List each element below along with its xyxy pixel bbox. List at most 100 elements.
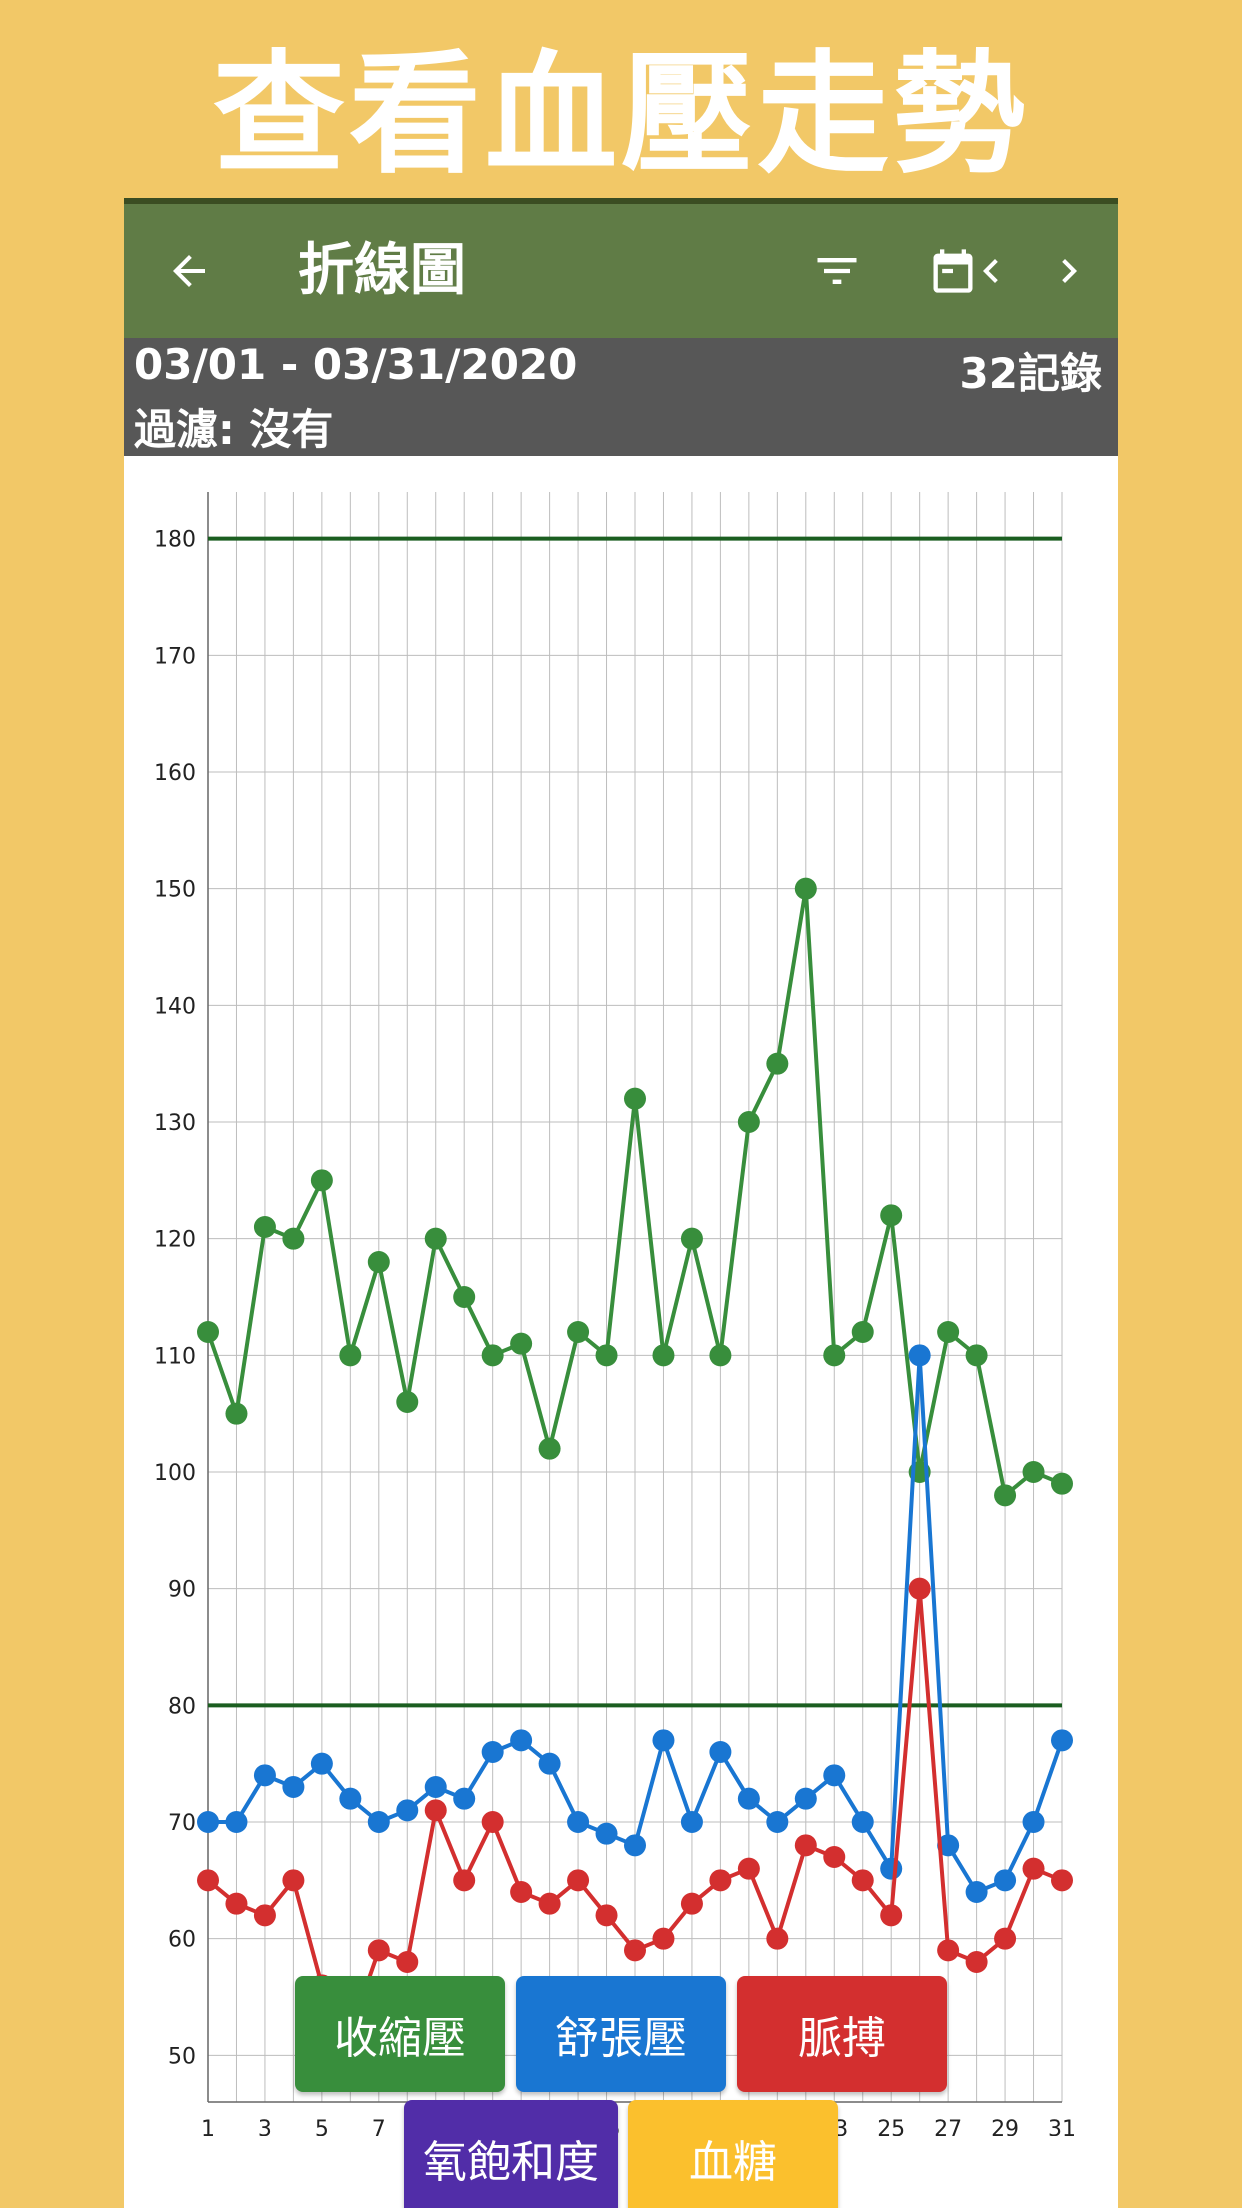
diastolic-point xyxy=(339,1787,362,1810)
systolic-point xyxy=(652,1344,675,1367)
pulse-point xyxy=(965,1951,988,1973)
diastolic-point xyxy=(794,1787,817,1810)
diastolic-point xyxy=(766,1811,789,1833)
systolic-point xyxy=(823,1344,846,1367)
pulse-point xyxy=(538,1892,561,1915)
systolic-point xyxy=(937,1321,960,1343)
diastolic-point xyxy=(994,1869,1017,1892)
diastolic-point xyxy=(737,1787,760,1810)
systolic-point xyxy=(851,1321,874,1343)
x-tick-label: 5 xyxy=(315,2117,329,2136)
systolic-point xyxy=(965,1344,988,1367)
x-tick-label: 3 xyxy=(258,2117,272,2136)
diastolic-point xyxy=(225,1811,248,1833)
filter-icon[interactable] xyxy=(792,204,882,338)
app-screen: 折線圖 03/01 - 03/31/2020 32記錄 過濾: 沒有 50 60 7… xyxy=(124,198,1118,2208)
diastolic-point xyxy=(310,1752,333,1775)
pulse-point xyxy=(794,1834,817,1857)
diastolic-point xyxy=(680,1811,703,1833)
systolic-point xyxy=(197,1321,219,1343)
diastolic-point xyxy=(851,1811,874,1833)
pulse-point xyxy=(851,1869,874,1892)
pulse-point xyxy=(680,1892,703,1915)
diastolic-point xyxy=(510,1729,533,1752)
systolic-point xyxy=(310,1169,333,1192)
line-chart: 50 60 70 80 90 100 110 120 130 140 150 160 170 180 1 3 5… xyxy=(124,456,1118,2142)
systolic-point xyxy=(624,1087,646,1110)
chevron-right-icon[interactable] xyxy=(1024,204,1114,338)
x-tick-label: 1 xyxy=(201,2117,215,2136)
diastolic-point xyxy=(1051,1729,1073,1752)
systolic-point xyxy=(253,1216,276,1238)
pulse-point xyxy=(197,1869,219,1892)
pulse-point xyxy=(624,1939,646,1962)
pulse-point xyxy=(937,1939,960,1962)
pulse-point xyxy=(994,1927,1017,1950)
pulse-point xyxy=(709,1869,732,1892)
filter-status: 過濾: 沒有 xyxy=(134,405,334,454)
calendar-icon[interactable] xyxy=(908,204,998,338)
pulse-legend-button[interactable]: 脈搏 xyxy=(737,1976,947,2092)
y-tick-label: 110 xyxy=(154,1344,196,1369)
systolic-point xyxy=(510,1332,533,1355)
y-tick-label: 50 xyxy=(168,2044,196,2069)
systolic-point xyxy=(339,1344,362,1367)
diastolic-point xyxy=(538,1752,561,1775)
summary-bar: 03/01 - 03/31/2020 32記錄 過濾: 沒有 xyxy=(124,338,1118,456)
systolic-legend-button[interactable]: 收縮壓 xyxy=(295,1976,505,2092)
diastolic-point xyxy=(481,1741,504,1763)
headline: 查看血壓走勢 xyxy=(213,38,1029,192)
diastolic-point xyxy=(965,1881,988,1903)
diastolic-point xyxy=(595,1822,618,1845)
diastolic-point xyxy=(937,1834,960,1857)
page-title: 折線圖 xyxy=(298,238,466,303)
diastolic-point xyxy=(367,1811,390,1833)
systolic-point xyxy=(225,1402,248,1425)
y-tick-label: 60 xyxy=(168,1928,196,1953)
pulse-point xyxy=(737,1857,760,1880)
y-tick-label: 160 xyxy=(154,761,196,786)
systolic-point xyxy=(367,1251,390,1273)
systolic-point xyxy=(424,1227,447,1250)
y-tick-label: 140 xyxy=(154,994,196,1019)
record-count: 32記錄 xyxy=(959,349,1102,398)
systolic-point xyxy=(282,1227,305,1250)
y-tick-label: 170 xyxy=(154,644,196,669)
x-tick-label: 7 xyxy=(372,2117,386,2136)
pulse-point xyxy=(595,1904,618,1927)
diastolic-point xyxy=(652,1729,675,1752)
systolic-series xyxy=(197,877,1073,1507)
diastolic-point xyxy=(880,1857,903,1880)
x-tick-label: 27 xyxy=(934,2117,962,2136)
date-range: 03/01 - 03/31/2020 xyxy=(134,340,578,389)
y-tick-label: 90 xyxy=(168,1578,196,1603)
y-tick-label: 180 xyxy=(154,528,196,553)
systolic-point xyxy=(1022,1461,1045,1483)
systolic-point xyxy=(709,1344,732,1367)
pulse-point xyxy=(880,1904,903,1927)
pulse-point xyxy=(367,1939,390,1962)
back-arrow-icon[interactable] xyxy=(144,204,234,338)
spo2-legend-button[interactable]: 氧飽和度 xyxy=(404,2100,618,2208)
pulse-point xyxy=(453,1869,476,1892)
glucose-legend-button[interactable]: 血糖 xyxy=(628,2100,838,2208)
pulse-point xyxy=(567,1869,590,1892)
y-tick-label: 80 xyxy=(168,1694,196,1719)
chevron-left-icon[interactable] xyxy=(946,204,1036,338)
diastolic-point xyxy=(253,1764,276,1787)
systolic-point xyxy=(595,1344,618,1367)
diastolic-legend-button[interactable]: 舒張壓 xyxy=(516,1976,726,2092)
x-tick-label: 25 xyxy=(877,2117,905,2136)
systolic-point xyxy=(567,1321,590,1343)
x-tick-label: 31 xyxy=(1048,2117,1076,2136)
pulse-point xyxy=(282,1869,305,1892)
pulse-point xyxy=(1022,1857,1045,1880)
systolic-point xyxy=(453,1286,476,1308)
systolic-point xyxy=(396,1391,419,1413)
app-bar: 折線圖 xyxy=(124,198,1118,338)
systolic-point xyxy=(481,1344,504,1367)
x-tick-label: 29 xyxy=(991,2117,1019,2136)
systolic-point xyxy=(680,1227,703,1250)
y-tick-label: 130 xyxy=(154,1111,196,1136)
systolic-point xyxy=(737,1111,760,1133)
